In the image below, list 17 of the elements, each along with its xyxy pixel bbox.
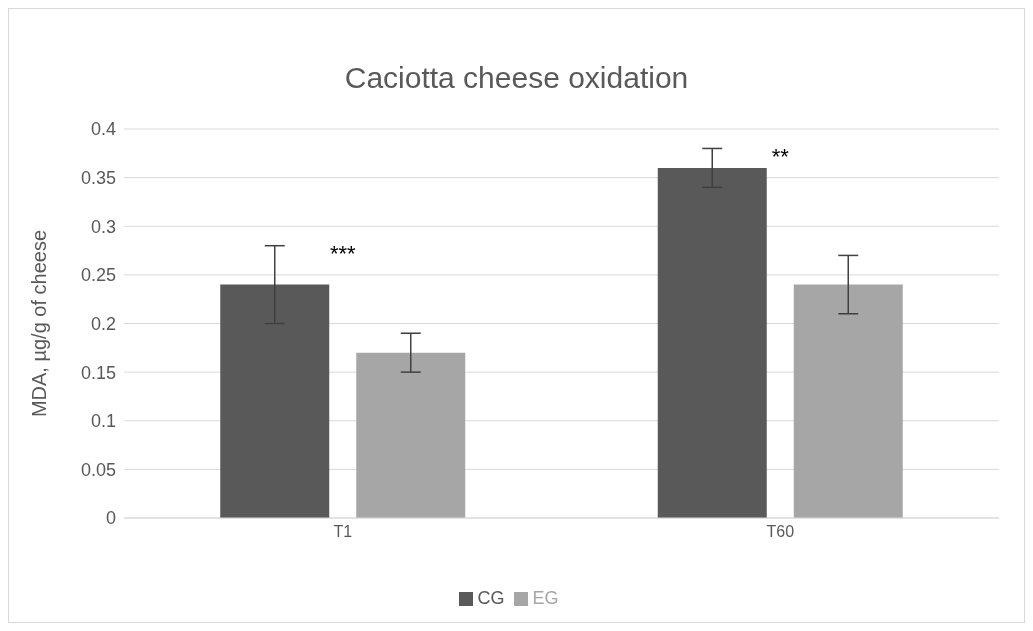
y-tick-label: 0.35 [80,168,116,189]
x-tick-label: T60 [766,523,795,541]
chart-title: Caciotta cheese oxidation [343,61,690,95]
y-tick-label: 0.15 [80,362,116,383]
y-tick-label: 0.2 [90,313,116,334]
annotation: ** [771,144,790,170]
annotation: *** [329,241,357,267]
y-tick-label: 0.3 [90,216,116,237]
y-tick-label: 0.25 [80,265,116,286]
x-tick-label: T1 [333,523,353,541]
legend-label: CG [477,588,505,608]
y-tick-label: 0.05 [80,459,116,480]
legend-label: EG [532,588,559,608]
y-axis-title: MDA, µg/g of cheese [28,229,51,418]
y-tick-label: 0 [105,508,116,529]
y-tick-label: 0.1 [90,411,116,432]
y-tick-label: 0.4 [90,119,116,140]
